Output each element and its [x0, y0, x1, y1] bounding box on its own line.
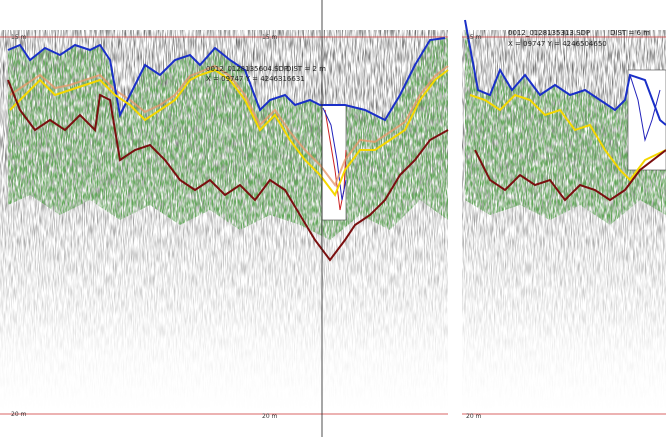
yellow-horizon — [9, 68, 449, 198]
yellow-horizon — [469, 93, 666, 182]
coordinates: X = 09747 Y = 4246316631 — [206, 75, 305, 83]
depth-label: 15 m — [466, 34, 482, 41]
distance: DIST = 2 m — [286, 65, 326, 73]
blue-horizon — [7, 37, 446, 122]
depth-label: 20 m — [466, 413, 482, 420]
orange-horizon — [9, 64, 449, 188]
distance: DIST = 6 m — [610, 29, 650, 37]
coordinates: X = 09747 Y = 4246504650 — [508, 40, 607, 48]
left-panel: 15 m 15 m 20 m 20 m 0012_0128135604.SDP … — [0, 0, 449, 437]
file-name: 0012_0128135313.SDP — [508, 29, 590, 37]
inset-trace — [322, 107, 347, 201]
red-horizon — [474, 149, 666, 202]
depth-label: 15 m — [262, 34, 278, 41]
depth-label: 15 m — [11, 34, 27, 41]
red-horizon — [7, 79, 449, 262]
right-panel: 15 m 20 m 0012_0128135313.SDP DIST = 6 m… — [462, 0, 666, 437]
file-name: 0012_0128135604.SDP — [206, 65, 288, 73]
depth-label: 20 m — [262, 413, 278, 420]
depth-label: 20 m — [11, 411, 27, 418]
blue-horizon — [464, 19, 666, 126]
inset-trace — [629, 74, 661, 142]
